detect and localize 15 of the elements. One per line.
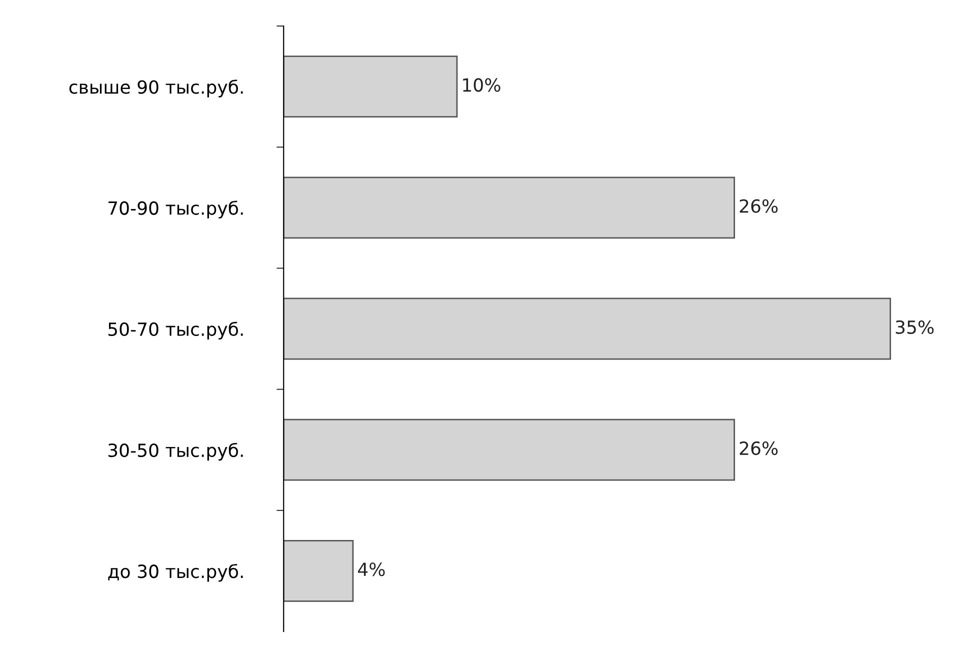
bar [284,176,736,239]
y-tick-label: свыше 90 тыс.руб. [69,80,243,98]
bar [284,56,458,118]
data-label: 4% [358,562,385,576]
bar [284,298,892,360]
y-tick-label: 50-70 тыс.руб. [108,322,243,340]
bar [284,418,736,481]
data-label: 26% [740,441,778,456]
y-tick-label: 70-90 тыс.руб. [108,200,243,218]
data-label: 35% [896,320,934,334]
data-label: 26% [740,199,778,213]
data-label: 10% [463,78,500,92]
y-tick-label: до 30 тыс.руб. [108,564,243,582]
y-tick-label: 30-50 тыс.руб. [108,442,243,461]
bar [284,540,354,602]
